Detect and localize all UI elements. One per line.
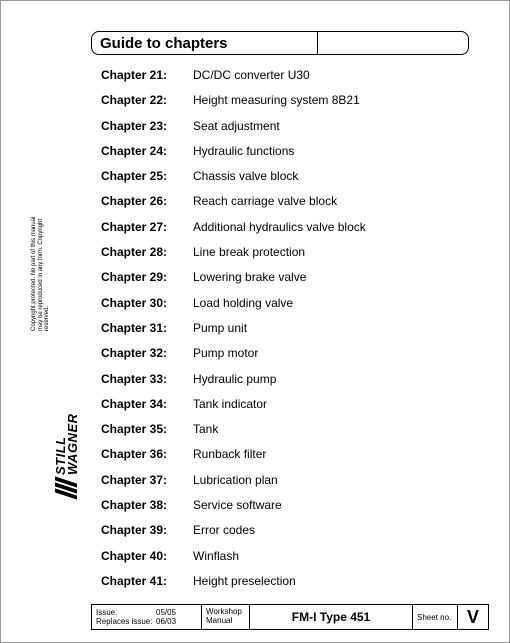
logo-line2: WAGNER: [67, 414, 79, 476]
chapter-label: Chapter 32:: [101, 345, 193, 362]
chapter-label: Chapter 34:: [101, 396, 193, 413]
header-empty: [318, 32, 468, 54]
chapter-description: Load holding valve: [193, 295, 293, 312]
chapter-label: Chapter 25:: [101, 168, 193, 185]
chapter-label: Chapter 38:: [101, 497, 193, 514]
replaces-label: Replaces issue:: [96, 617, 156, 626]
chapter-description: Winflash: [193, 548, 239, 565]
footer-box: Issue:05/05 Replaces issue:06/03 Worksho…: [91, 604, 489, 630]
chapter-row: Chapter 30:Load holding valve: [101, 295, 489, 312]
chapter-label: Chapter 40:: [101, 548, 193, 565]
chapter-description: Lowering brake valve: [193, 269, 306, 286]
chapter-description: Hydraulic pump: [193, 371, 276, 388]
chapter-row: Chapter 29:Lowering brake valve: [101, 269, 489, 286]
copyright-line: reserved.: [44, 217, 51, 331]
page: Guide to chapters Chapter 21:DC/DC conve…: [1, 1, 509, 642]
chapter-row: Chapter 39:Error codes: [101, 522, 489, 539]
chapter-description: Error codes: [193, 522, 255, 539]
brand-logo: STILLWAGNER: [55, 414, 79, 497]
chapter-row: Chapter 37:Lubrication plan: [101, 472, 489, 489]
chapter-label: Chapter 29:: [101, 269, 193, 286]
chapter-label: Chapter 31:: [101, 320, 193, 337]
chapter-description: Pump motor: [193, 345, 258, 362]
chapter-row: Chapter 34:Tank indicator: [101, 396, 489, 413]
chapter-row: Chapter 35:Tank: [101, 421, 489, 438]
chapter-label: Chapter 39:: [101, 522, 193, 539]
chapter-row: Chapter 31:Pump unit: [101, 320, 489, 337]
chapter-label: Chapter 26:: [101, 193, 193, 210]
header-box: Guide to chapters: [91, 31, 469, 55]
chapter-label: Chapter 23:: [101, 118, 193, 135]
chapter-row: Chapter 27:Additional hydraulics valve b…: [101, 219, 489, 236]
chapter-description: Reach carriage valve block: [193, 193, 337, 210]
chapter-description: Height measuring system 8B21: [193, 92, 360, 109]
footer-issue-col: Issue:05/05 Replaces issue:06/03: [92, 605, 202, 629]
footer-page-roman: V: [458, 605, 488, 629]
chapter-description: Chassis valve block: [193, 168, 298, 185]
copyright-line: Copyright protected. No part of this man…: [31, 217, 38, 331]
chapter-description: Pump unit: [193, 320, 247, 337]
chapter-row: Chapter 36:Runback filter: [101, 446, 489, 463]
chapter-row: Chapter 21:DC/DC converter U30: [101, 67, 489, 84]
chapter-label: Chapter 28:: [101, 244, 193, 261]
chapter-label: Chapter 41:: [101, 573, 193, 590]
chapter-description: Seat adjustment: [193, 118, 280, 135]
chapter-row: Chapter 23:Seat adjustment: [101, 118, 489, 135]
chapter-label: Chapter 22:: [101, 92, 193, 109]
chapter-label: Chapter 33:: [101, 371, 193, 388]
chapter-row: Chapter 24:Hydraulic functions: [101, 143, 489, 160]
chapter-description: Service software: [193, 497, 282, 514]
logo-bars-icon: [55, 478, 79, 496]
chapter-description: Tank: [193, 421, 218, 438]
chapter-description: Line break protection: [193, 244, 305, 261]
chapter-row: Chapter 26:Reach carriage valve block: [101, 193, 489, 210]
copyright-text: Copyright protected. No part of this man…: [31, 217, 51, 331]
chapter-label: Chapter 24:: [101, 143, 193, 160]
chapter-list: Chapter 21:DC/DC converter U30Chapter 22…: [101, 67, 489, 590]
chapter-description: DC/DC converter U30: [193, 67, 310, 84]
chapter-row: Chapter 25:Chassis valve block: [101, 168, 489, 185]
workshop-line: Manual: [206, 617, 245, 626]
chapter-row: Chapter 28:Line break protection: [101, 244, 489, 261]
chapter-description: Lubrication plan: [193, 472, 278, 489]
chapter-row: Chapter 22:Height measuring system 8B21: [101, 92, 489, 109]
footer-type: FM-I Type 451: [250, 605, 413, 629]
chapter-row: Chapter 40:Winflash: [101, 548, 489, 565]
chapter-description: Hydraulic functions: [193, 143, 294, 160]
header-title: Guide to chapters: [92, 32, 318, 54]
chapter-label: Chapter 37:: [101, 472, 193, 489]
replaces-value: 06/03: [156, 617, 176, 626]
chapter-description: Tank indicator: [193, 396, 267, 413]
chapter-row: Chapter 41:Height preselection: [101, 573, 489, 590]
issue-value: 05/05: [156, 608, 176, 617]
footer-sheet-label: Sheet no.: [413, 605, 458, 629]
chapter-description: Runback filter: [193, 446, 266, 463]
chapter-label: Chapter 35:: [101, 421, 193, 438]
chapter-label: Chapter 36:: [101, 446, 193, 463]
chapter-label: Chapter 27:: [101, 219, 193, 236]
logo-text: STILLWAGNER: [55, 414, 78, 476]
chapter-description: Height preselection: [193, 573, 296, 590]
footer-workshop-col: Workshop Manual: [202, 605, 250, 629]
chapter-row: Chapter 33:Hydraulic pump: [101, 371, 489, 388]
issue-label: Issue:: [96, 608, 156, 617]
chapter-label: Chapter 30:: [101, 295, 193, 312]
chapter-label: Chapter 21:: [101, 67, 193, 84]
chapter-row: Chapter 32:Pump motor: [101, 345, 489, 362]
copyright-line: may be reproduced in any form. Copyright: [38, 217, 45, 331]
chapter-row: Chapter 38:Service software: [101, 497, 489, 514]
chapter-description: Additional hydraulics valve block: [193, 219, 366, 236]
